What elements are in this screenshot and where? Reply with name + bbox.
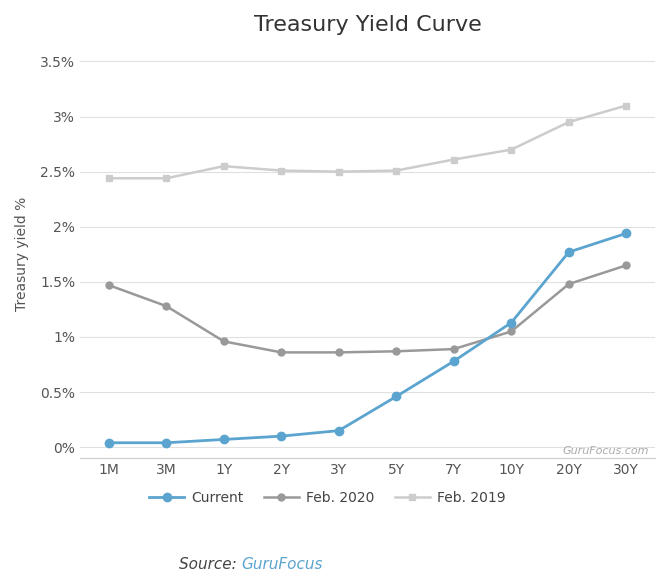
- Text: GuruFocus.com: GuruFocus.com: [563, 446, 649, 456]
- Text: GuruFocus: GuruFocus: [241, 557, 323, 572]
- Legend: Current, Feb. 2020, Feb. 2019: Current, Feb. 2020, Feb. 2019: [144, 485, 511, 510]
- Y-axis label: Treasury yield %: Treasury yield %: [15, 197, 29, 311]
- Text: Source:: Source:: [179, 557, 241, 572]
- Title: Treasury Yield Curve: Treasury Yield Curve: [254, 15, 482, 35]
